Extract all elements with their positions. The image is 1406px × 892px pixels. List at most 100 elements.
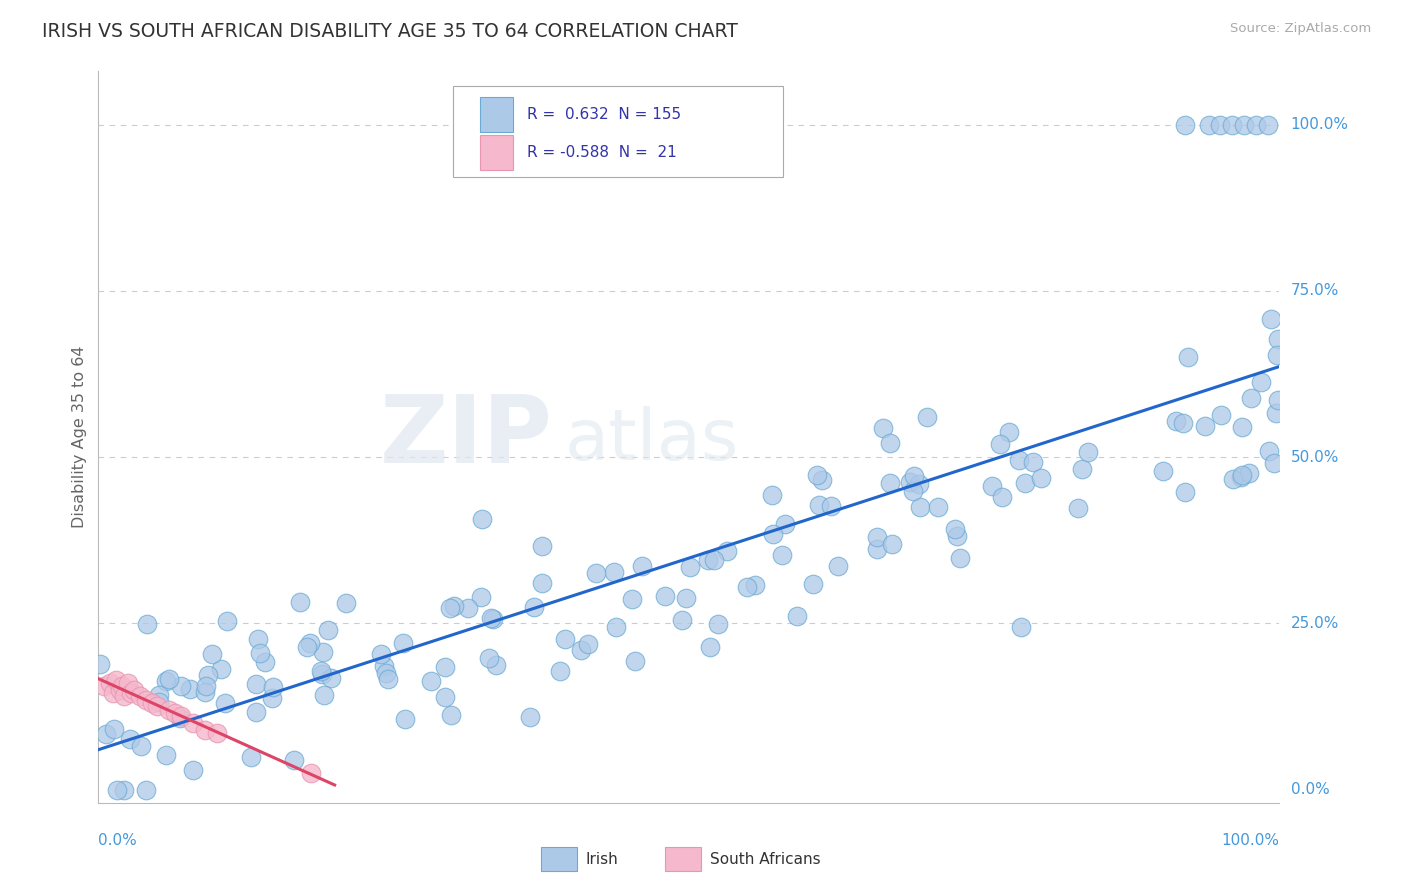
Point — [879, 436, 901, 450]
Point — [181, 764, 204, 778]
Text: South Africans: South Africans — [710, 852, 821, 867]
Point — [671, 613, 693, 627]
Point — [482, 612, 505, 626]
Point — [866, 530, 889, 544]
Point — [157, 672, 180, 686]
Point — [697, 553, 720, 567]
Point — [716, 544, 738, 558]
Point — [882, 537, 904, 551]
Text: 0.0%: 0.0% — [98, 833, 138, 848]
Point — [443, 599, 465, 614]
Point — [298, 636, 321, 650]
Point — [773, 516, 796, 531]
Point — [112, 782, 135, 797]
Point — [288, 594, 311, 608]
Point — [1260, 311, 1282, 326]
Point — [1230, 467, 1253, 482]
Point — [554, 632, 576, 646]
Point — [806, 468, 828, 483]
FancyBboxPatch shape — [541, 847, 576, 871]
Point — [394, 712, 416, 726]
Point — [217, 614, 239, 628]
Point — [309, 664, 332, 678]
Point — [155, 748, 177, 763]
Text: 100.0%: 100.0% — [1222, 833, 1279, 848]
Point — [131, 739, 153, 753]
Point — [621, 592, 644, 607]
Point — [678, 560, 700, 574]
Point — [319, 671, 342, 685]
Point — [434, 660, 457, 674]
Text: 75.0%: 75.0% — [1291, 284, 1339, 298]
Point — [211, 662, 233, 676]
Point — [283, 754, 305, 768]
Point — [420, 674, 443, 689]
Point — [108, 682, 131, 697]
Point — [316, 623, 339, 637]
Point — [1010, 619, 1032, 633]
Point — [927, 500, 949, 514]
Text: ZIP: ZIP — [380, 391, 553, 483]
Point — [811, 473, 834, 487]
Point — [245, 705, 267, 719]
Point — [898, 475, 921, 489]
Point — [1173, 416, 1195, 430]
Point — [297, 640, 319, 654]
Point — [1240, 392, 1263, 406]
Text: 50.0%: 50.0% — [1291, 450, 1339, 465]
Point — [1250, 375, 1272, 389]
Point — [531, 539, 554, 553]
Point — [170, 679, 193, 693]
Point — [998, 425, 1021, 439]
Point — [179, 681, 201, 696]
Point — [761, 488, 783, 502]
FancyBboxPatch shape — [665, 847, 700, 871]
Point — [201, 647, 224, 661]
Point — [260, 690, 283, 705]
Point — [1267, 393, 1289, 408]
Point — [299, 765, 322, 780]
Point — [703, 553, 725, 567]
Point — [624, 654, 647, 668]
Point — [253, 655, 276, 669]
Text: R = -0.588  N =  21: R = -0.588 N = 21 — [527, 145, 676, 161]
Point — [105, 673, 128, 687]
Point — [94, 727, 117, 741]
Point — [946, 529, 969, 543]
Point — [530, 575, 553, 590]
Point — [194, 685, 217, 699]
Text: 0.0%: 0.0% — [1291, 782, 1329, 797]
Point — [1008, 453, 1031, 467]
Point — [471, 512, 494, 526]
Point — [148, 688, 170, 702]
Point — [377, 673, 399, 687]
Point — [98, 676, 121, 690]
Point — [548, 664, 571, 678]
Point — [93, 680, 115, 694]
Point — [439, 600, 461, 615]
Point — [169, 711, 191, 725]
Point — [1077, 444, 1099, 458]
Text: R =  0.632  N = 155: R = 0.632 N = 155 — [527, 107, 682, 122]
Point — [392, 636, 415, 650]
Point — [122, 682, 145, 697]
Point — [170, 709, 193, 723]
Point — [89, 657, 111, 671]
Point — [240, 749, 263, 764]
Point — [1209, 118, 1232, 132]
Point — [101, 686, 124, 700]
Text: IRISH VS SOUTH AFRICAN DISABILITY AGE 35 TO 64 CORRELATION CHART: IRISH VS SOUTH AFRICAN DISABILITY AGE 35… — [42, 22, 738, 41]
Point — [181, 716, 204, 731]
Point — [479, 610, 502, 624]
Point — [120, 731, 142, 746]
Text: Source: ZipAtlas.com: Source: ZipAtlas.com — [1230, 22, 1371, 36]
Point — [1211, 408, 1233, 422]
Point — [988, 437, 1011, 451]
Point — [1174, 118, 1197, 132]
Y-axis label: Disability Age 35 to 64: Disability Age 35 to 64 — [72, 346, 87, 528]
Point — [148, 695, 170, 709]
FancyBboxPatch shape — [479, 97, 513, 132]
Text: 25.0%: 25.0% — [1291, 615, 1339, 631]
Point — [866, 541, 889, 556]
Point — [194, 723, 217, 737]
